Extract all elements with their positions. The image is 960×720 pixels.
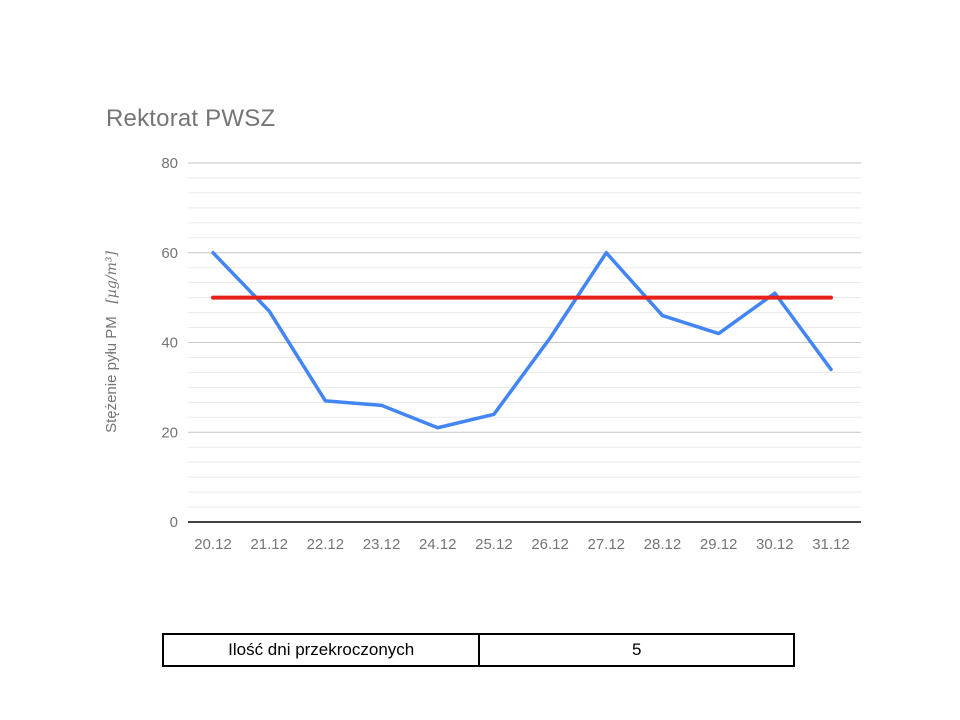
y-tick-label: 0 — [170, 514, 178, 531]
x-tick-label: 28.12 — [644, 536, 682, 553]
pm-concentration-line — [211, 251, 833, 430]
x-tick-label: 25.12 — [475, 536, 513, 553]
x-tick-label: 23.12 — [363, 536, 401, 553]
x-tick-label: 26.12 — [531, 536, 569, 553]
y-tick-label: 20 — [161, 424, 178, 441]
y-tick-label: 60 — [161, 245, 178, 262]
x-tick-label: 21.12 — [250, 536, 288, 553]
line-chart: 0 20 40 60 80 20.12 21.12 22.12 23.12 24.12 25.12 2… — [161, 155, 861, 553]
x-tick-label: 31.12 — [812, 536, 850, 553]
y-tick-label: 80 — [161, 155, 178, 172]
x-tick-label: 29.12 — [700, 536, 738, 553]
summary-table: Ilość dni przekroczonych 5 — [162, 633, 795, 667]
x-tick-label: 22.12 — [307, 536, 345, 553]
y-tick-label: 40 — [161, 335, 178, 352]
summary-table-label-cell: Ilość dni przekroczonych — [164, 635, 481, 665]
x-tick-label: 24.12 — [419, 536, 457, 553]
chart-title: Rektorat PWSZ — [106, 105, 276, 132]
x-tick-label: 30.12 — [756, 536, 794, 553]
summary-table-value-cell: 5 — [631, 640, 642, 659]
y-axis-title-text: Stężenie pyłu PM — [103, 316, 120, 433]
y-axis-title: Stężenie pyłu PM [µg/m³] — [103, 217, 123, 467]
x-tick-label: 27.12 — [587, 536, 625, 553]
x-tick-label: 20.12 — [194, 536, 232, 553]
y-axis-title-unit: [µg/m³] — [104, 251, 120, 304]
